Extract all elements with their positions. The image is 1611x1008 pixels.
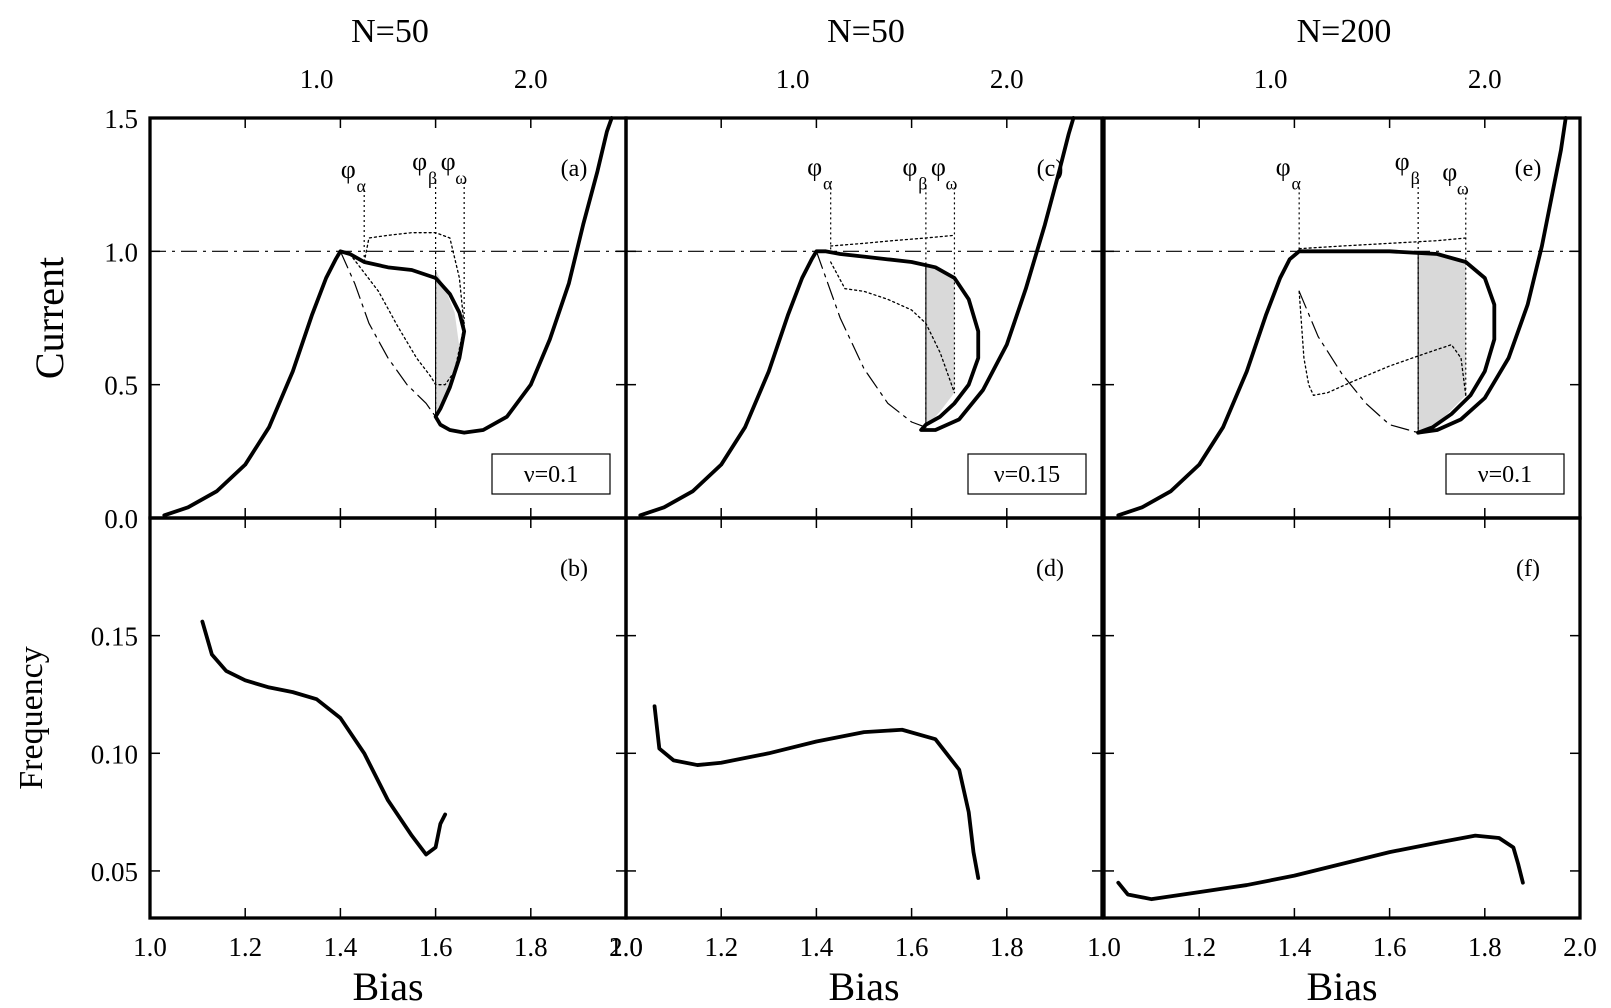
shaded-region [925,264,955,428]
series-thick-main [1116,249,1497,518]
ytick-label: 0.5 [104,371,138,401]
top-tick-label: 2.0 [1468,64,1502,94]
marker-label: φ [807,152,822,181]
series-frequency [652,704,981,880]
series-dashed-lower [815,250,927,428]
ytick-label: 0.05 [91,857,138,887]
marker-subscript: ω [1457,179,1469,199]
axes-frame [624,516,1104,920]
marker-label: φ [931,152,946,181]
marker-subscript: α [1291,173,1301,193]
series-frequency [1116,833,1525,902]
marker-label: φ [1395,147,1410,176]
ytick-label: 0.0 [104,504,138,534]
axes-frame [1102,516,1582,920]
top-tick-label: 2.0 [990,64,1024,94]
xtick-label: 1.8 [1468,932,1502,962]
series-thick-main [638,116,1076,518]
nu-label-box [1445,453,1565,495]
panel-label: (c) [1037,156,1064,182]
shaded-region [435,270,460,417]
nu-label-box [491,453,611,495]
series-dotted-upper [830,234,956,247]
axes-frame [148,516,628,920]
series-frequency [200,619,448,857]
panel-label: (a) [561,156,588,182]
top-tick-label: 2.0 [514,64,548,94]
xtick-label: 1.0 [609,932,643,962]
panel-label: (b) [560,556,588,582]
top-tick-label: 1.0 [776,64,810,94]
top-titles: N=50 N=50 N=200 [351,13,1391,50]
marker-label: φ [1276,152,1291,181]
top-title-2: N=50 [827,13,905,50]
xtick-label: 1.8 [990,932,1024,962]
series-dotted-lower [1298,290,1467,396]
marker-subscript: α [823,173,833,193]
xtick-label: 1.2 [228,932,262,962]
nu-label: ν=0.1 [524,462,578,488]
top-tick-label: 1.0 [300,64,334,94]
xtick-label: 1.8 [514,932,548,962]
xtick-label: 1.0 [133,932,167,962]
top-tick-label: 1.0 [1254,64,1288,94]
marker-label: φ [1442,158,1457,187]
xtick-label: 2.0 [1563,932,1597,962]
panel-b: 0.05 0.10 0.15 1.0 1.2 1.4 1.6 1.8 2.0 (b) Frequen… [13,516,643,1008]
xlabel: Bias [1306,964,1377,1008]
marker-subscript: β [918,173,927,193]
nu-label: ν=0.1 [1478,462,1532,488]
xtick-label: 1.6 [419,932,453,962]
xtick-label: 1.4 [800,932,834,962]
ytick-label: 0.15 [91,622,138,652]
series-thick-main [162,116,614,518]
xtick-label: 2.0 [609,932,643,962]
panel-d: 1.0 1.2 1.4 1.6 1.8 (d) Bias [609,516,1104,1008]
nu-label: ν=0.15 [994,462,1060,488]
xtick-label: 1.0 [1087,932,1121,962]
xlabel: Bias [828,964,899,1008]
series-dotted-lower [830,261,956,394]
xtick-label: 1.4 [1278,932,1312,962]
ytick-label: 1.5 [104,104,138,134]
marker-subscript: α [356,176,366,196]
marker-label: φ [902,152,917,181]
marker-subscript: ω [946,173,958,193]
nu-label-box [967,453,1087,495]
panel-label: (f) [1516,556,1540,582]
marker-subscript: ω [455,168,467,188]
marker-subscript: β [1411,168,1420,188]
marker-label: φ [412,147,427,176]
xtick-label: 1.2 [1182,932,1216,962]
panel-f: 1.0 1.2 1.4 1.6 1.8 2.0 (f) Bias [1087,516,1597,1008]
panel-label: (d) [1036,556,1064,582]
ylabel: Current [27,257,72,379]
xlabel: Bias [352,964,423,1008]
ytick-label: 0.10 [91,739,138,769]
series-dotted-lower [349,253,465,386]
marker-label: φ [341,155,356,184]
series-dotted-upper [1298,237,1467,250]
panel-label: (e) [1515,156,1542,182]
ylabel: Frequency [13,646,50,790]
top-title-3: N=200 [1297,13,1392,50]
series-dashed-lower [339,250,437,418]
xtick-label: 1.6 [1373,932,1407,962]
top-title-1: N=50 [351,13,429,50]
shaded-region [1418,254,1466,433]
series-dashed-lower [1298,290,1419,434]
ytick-label: 1.0 [104,237,138,267]
marker-subscript: β [428,168,437,188]
xtick-label: 1.6 [895,932,929,962]
xtick-label: 1.4 [324,932,358,962]
xtick-label: 1.2 [704,932,738,962]
series-dotted-upper [363,232,465,327]
marker-label: φ [441,147,456,176]
series-thick-right-branch [1416,116,1568,435]
